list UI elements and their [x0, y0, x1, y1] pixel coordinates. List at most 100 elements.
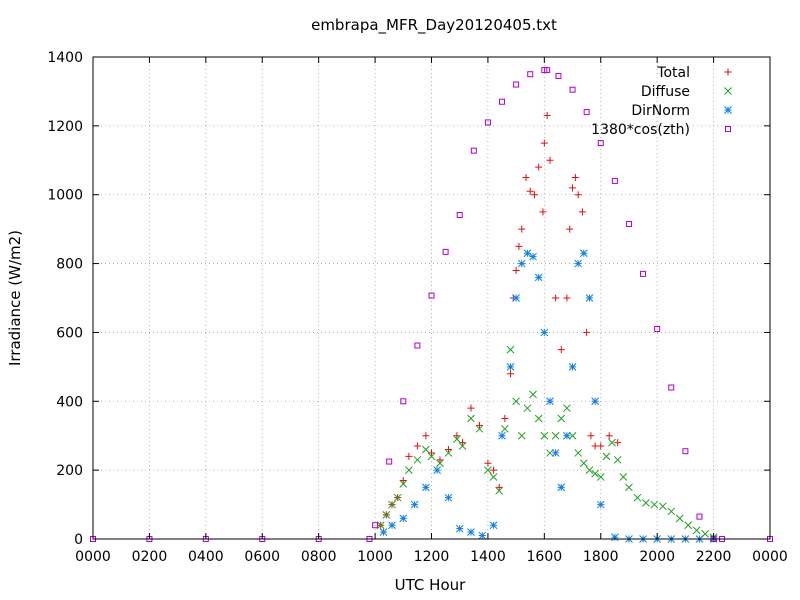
point-total	[436, 456, 444, 464]
point-diffuse	[529, 390, 537, 399]
x-tick-label: 0600	[244, 549, 280, 565]
point-total	[535, 163, 543, 171]
point-dirnorm	[455, 524, 464, 533]
point-diffuse	[376, 521, 385, 530]
y-tick-label: 1200	[47, 119, 83, 135]
point-total	[501, 415, 509, 422]
point-diffuse	[540, 431, 549, 440]
y-tick-label: 200	[56, 463, 83, 479]
legend-marker-1380-cos-zth	[725, 126, 731, 132]
point-diffuse	[650, 500, 659, 509]
point-diffuse	[388, 500, 396, 509]
point-dirnorm	[410, 500, 419, 509]
point-dirnorm	[379, 528, 388, 536]
y-axis-title: Irradiance (W/m2)	[6, 230, 24, 366]
legend-label-dirnorm: DirNorm	[631, 103, 690, 119]
point-dirnorm	[591, 397, 599, 406]
x-tick-label: 1000	[357, 549, 393, 565]
point-diffuse	[512, 397, 520, 406]
point-dirnorm	[422, 483, 430, 492]
point-1380-cos-zth	[484, 119, 491, 126]
point-diffuse	[422, 445, 430, 454]
legend-label-total: Total	[656, 65, 690, 81]
point-dirnorm	[399, 514, 408, 523]
point-total	[583, 328, 591, 336]
point-dirnorm	[611, 533, 619, 542]
series-total	[377, 112, 622, 529]
point-diffuse	[625, 483, 633, 492]
point-total	[614, 439, 622, 447]
point-1380-cos-zth	[499, 98, 506, 105]
point-diffuse	[495, 486, 504, 495]
point-dirnorm	[433, 466, 441, 474]
point-diffuse	[517, 431, 526, 440]
point-total	[467, 404, 475, 412]
point-1380-cos-zth	[372, 522, 379, 529]
point-total	[490, 466, 498, 474]
point-diffuse	[467, 414, 475, 423]
y-tick-label: 1400	[47, 50, 83, 66]
point-diffuse	[658, 502, 667, 511]
point-diffuse	[534, 414, 543, 423]
point-diffuse	[413, 455, 422, 464]
point-1380-cos-zth	[682, 448, 689, 455]
chart-title: embrapa_MFR_Day20120405.txt	[311, 16, 557, 35]
point-total	[543, 112, 551, 120]
point-total	[569, 184, 577, 192]
point-diffuse	[579, 459, 588, 468]
series-diffuse	[376, 345, 718, 542]
point-dirnorm	[568, 363, 577, 371]
point-diffuse	[546, 449, 554, 457]
point-1380-cos-zth	[414, 342, 421, 349]
point-total	[522, 174, 530, 181]
point-diffuse	[591, 469, 599, 478]
x-tick-label: 1600	[527, 549, 563, 565]
x-tick-label: 0400	[188, 549, 224, 565]
x-tick-label: 2000	[639, 549, 675, 565]
point-1380-cos-zth	[696, 513, 703, 520]
point-total	[518, 225, 526, 233]
legend-marker-dirnorm	[724, 106, 732, 114]
series-1380-cos-zth	[90, 67, 773, 542]
point-total	[566, 225, 574, 233]
point-diffuse	[667, 507, 676, 516]
point-diffuse	[551, 431, 560, 440]
point-diffuse	[675, 514, 684, 523]
grid	[93, 57, 770, 539]
x-tick-label: 0800	[301, 549, 337, 565]
point-diffuse	[475, 424, 484, 433]
point-total	[453, 432, 461, 440]
point-diffuse	[608, 438, 616, 447]
point-diffuse	[444, 449, 453, 457]
point-diffuse	[399, 480, 408, 488]
y-tick-label: 0	[74, 532, 83, 548]
x-axis-title: UTC Hour	[395, 576, 466, 594]
point-total	[605, 432, 613, 440]
y-tick-label: 400	[56, 394, 83, 410]
point-dirnorm	[388, 521, 396, 530]
x-tick-label: 0000	[752, 549, 788, 565]
point-diffuse	[633, 493, 642, 502]
point-total	[515, 242, 523, 250]
point-diffuse	[602, 452, 611, 461]
point-dirnorm	[523, 249, 532, 258]
point-total	[444, 445, 452, 453]
legend-label-diffuse: Diffuse	[641, 84, 690, 100]
point-total	[475, 421, 483, 429]
point-total	[413, 442, 421, 450]
point-total	[546, 156, 554, 164]
point-dirnorm	[444, 493, 453, 502]
point-dirnorm	[574, 259, 583, 268]
x-tick-label: 2200	[696, 549, 732, 565]
point-diffuse	[557, 414, 566, 423]
point-1380-cos-zth	[555, 72, 562, 79]
point-dirnorm	[534, 273, 543, 282]
y-tick-label: 1000	[47, 188, 83, 204]
point-1380-cos-zth	[428, 292, 435, 299]
point-total	[405, 452, 413, 460]
point-diffuse	[585, 466, 594, 474]
point-dirnorm	[540, 328, 549, 337]
point-diffuse	[642, 498, 650, 507]
point-1380-cos-zth	[386, 458, 393, 465]
point-total	[587, 432, 595, 440]
